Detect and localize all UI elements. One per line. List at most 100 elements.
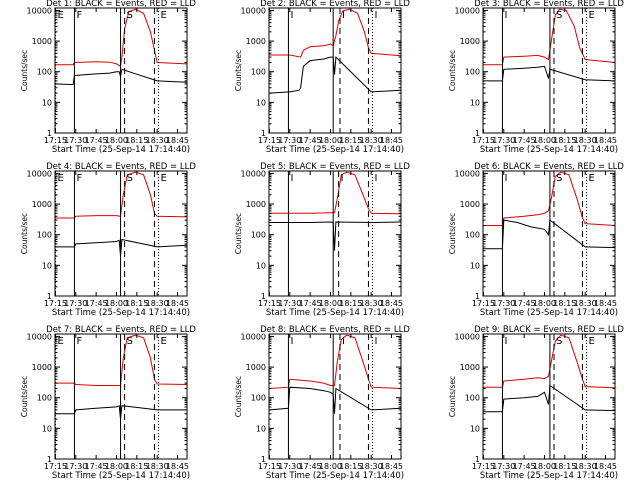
panel-title: Det 4: BLACK = Events, RED = LLD bbox=[46, 162, 196, 172]
x-tick-label: 17:15 bbox=[44, 462, 67, 471]
plot-frame bbox=[482, 170, 616, 297]
x-tick-label: 18:30 bbox=[574, 136, 597, 145]
x-axis-label: Start Time (25-Sep-14 17:14:40) bbox=[266, 308, 404, 318]
marker-label: E bbox=[57, 10, 63, 21]
x-tick-label: 17:45 bbox=[85, 299, 108, 308]
x-tick-label: 18:45 bbox=[594, 299, 617, 308]
lld-series-line bbox=[483, 171, 616, 226]
y-tick-label: 1 bbox=[261, 129, 266, 138]
x-tick-label: 17:15 bbox=[44, 136, 67, 145]
y-tick-label: 100 bbox=[37, 394, 52, 403]
x-tick-label: 18:00 bbox=[319, 136, 342, 145]
x-axis-label: Start Time (25-Sep-14 17:14:40) bbox=[266, 471, 404, 480]
marker-label: I bbox=[375, 10, 378, 21]
marker-label: F bbox=[76, 173, 82, 184]
marker-label: I bbox=[504, 336, 507, 347]
x-tick-label: 18:30 bbox=[360, 299, 383, 308]
y-tick-label: 10 bbox=[470, 261, 480, 270]
events-series-line bbox=[483, 219, 616, 250]
x-tick-label: 18:30 bbox=[146, 299, 169, 308]
y-tick-label: 10000 bbox=[241, 6, 266, 15]
x-axis-label: Start Time (25-Sep-14 17:14:40) bbox=[52, 308, 190, 318]
marker-label: I bbox=[290, 10, 293, 21]
x-tick-label: 18:45 bbox=[166, 299, 189, 308]
y-axis-label: Counts/sec bbox=[20, 376, 29, 417]
marker-label: S bbox=[556, 173, 562, 184]
marker-label: E bbox=[161, 10, 167, 21]
x-tick-label: 17:15 bbox=[472, 136, 495, 145]
x-tick-label: 17:45 bbox=[299, 462, 322, 471]
x-tick-label: 18:15 bbox=[553, 136, 576, 145]
lld-series-line bbox=[55, 8, 188, 68]
y-tick-label: 10000 bbox=[455, 6, 480, 15]
x-tick-label: 18:00 bbox=[319, 299, 342, 308]
y-tick-label: 100 bbox=[465, 68, 480, 77]
x-tick-label: 17:30 bbox=[278, 299, 301, 308]
y-tick-label: 10 bbox=[470, 98, 480, 107]
marker-label: E bbox=[589, 10, 595, 21]
y-tick-label: 100 bbox=[251, 68, 266, 77]
panel-title: Det 1: BLACK = Events, RED = LLD bbox=[46, 0, 196, 9]
marker-label: I bbox=[342, 336, 345, 347]
x-tick-label: 17:30 bbox=[64, 299, 87, 308]
marker-label: I bbox=[341, 173, 344, 184]
y-tick-label: 100 bbox=[251, 231, 266, 240]
x-tick-label: 18:30 bbox=[146, 462, 169, 471]
y-axis-label: Counts/sec bbox=[448, 50, 457, 91]
marker-label: E bbox=[589, 336, 595, 347]
panel-title: Det 8: BLACK = Events, RED = LLD bbox=[260, 325, 410, 335]
panel-title: Det 2: BLACK = Events, RED = LLD bbox=[260, 0, 410, 9]
x-tick-label: 18:15 bbox=[125, 462, 148, 471]
marker-label: S bbox=[127, 10, 133, 21]
y-tick-label: 1000 bbox=[246, 37, 266, 46]
y-tick-label: 1000 bbox=[460, 363, 480, 372]
y-tick-label: 1 bbox=[475, 129, 480, 138]
y-tick-label: 1 bbox=[47, 455, 52, 464]
lld-series-line bbox=[55, 334, 188, 386]
x-tick-label: 17:15 bbox=[258, 136, 281, 145]
y-axis-label: Counts/sec bbox=[20, 50, 29, 91]
marker-label: F bbox=[76, 10, 82, 21]
y-axis-label: Counts/sec bbox=[234, 213, 243, 254]
y-tick-label: 10 bbox=[42, 261, 52, 270]
events-series-line bbox=[269, 221, 402, 251]
panel-title: Det 7: BLACK = Events, RED = LLD bbox=[46, 325, 196, 335]
panel-title: Det 9: BLACK = Events, RED = LLD bbox=[474, 325, 624, 335]
y-tick-label: 10000 bbox=[455, 169, 480, 178]
marker-label: E bbox=[161, 173, 167, 184]
y-tick-label: 1 bbox=[475, 455, 480, 464]
x-axis-label: Start Time (25-Sep-14 17:14:40) bbox=[52, 145, 190, 155]
x-axis-label: Start Time (25-Sep-14 17:14:40) bbox=[480, 471, 618, 480]
y-tick-label: 10 bbox=[256, 98, 266, 107]
marker-label: F bbox=[76, 336, 82, 347]
x-axis-label: Start Time (25-Sep-14 17:14:40) bbox=[52, 471, 190, 480]
marker-label: I bbox=[290, 336, 293, 347]
x-tick-label: 18:45 bbox=[380, 299, 403, 308]
marker-label: S bbox=[556, 336, 562, 347]
marker-label: I bbox=[375, 336, 378, 347]
x-tick-label: 17:30 bbox=[492, 136, 515, 145]
y-tick-label: 1 bbox=[475, 292, 480, 301]
y-tick-label: 1000 bbox=[460, 200, 480, 209]
y-tick-label: 10 bbox=[42, 424, 52, 433]
x-tick-label: 17:15 bbox=[44, 299, 67, 308]
plot-frame bbox=[268, 333, 402, 460]
events-series-line bbox=[55, 68, 188, 86]
x-axis-label: Start Time (25-Sep-14 17:14:40) bbox=[480, 308, 618, 318]
x-tick-label: 17:30 bbox=[278, 136, 301, 145]
y-tick-label: 100 bbox=[37, 68, 52, 77]
x-tick-label: 18:00 bbox=[319, 462, 342, 471]
lld-series-line bbox=[483, 334, 616, 389]
x-tick-label: 17:45 bbox=[513, 136, 536, 145]
marker-label: I bbox=[504, 10, 507, 21]
events-series-line bbox=[483, 384, 616, 413]
lld-series-line bbox=[269, 8, 402, 58]
marker-label: E bbox=[57, 173, 63, 184]
events-series-line bbox=[269, 55, 402, 94]
x-tick-label: 17:30 bbox=[64, 462, 87, 471]
